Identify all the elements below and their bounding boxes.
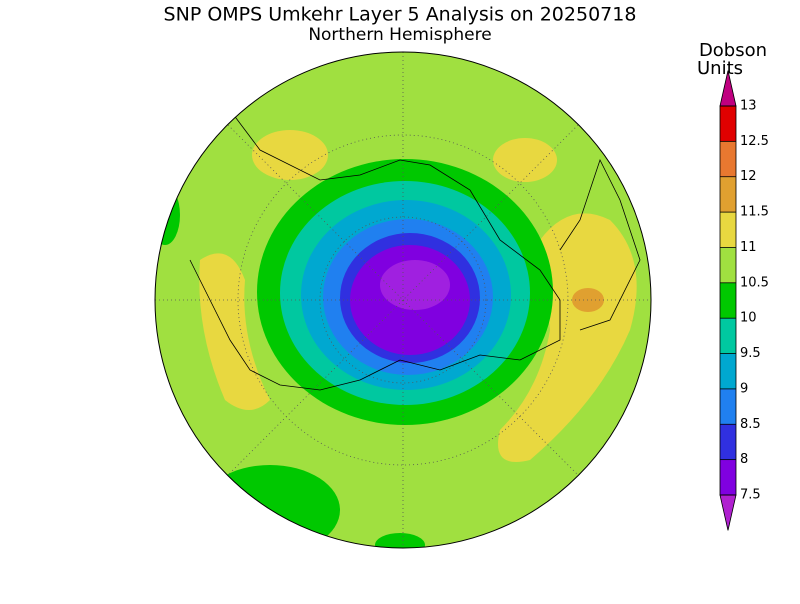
contour bbox=[498, 213, 637, 462]
longitude-line bbox=[227, 124, 579, 476]
colorbar-band bbox=[720, 424, 736, 460]
colorbar-tick-label: 8.5 bbox=[740, 417, 761, 432]
colorbar-tick-label: 11 bbox=[740, 240, 757, 255]
colorbar-band bbox=[720, 388, 736, 425]
colorbar-tick-label: 12 bbox=[740, 169, 757, 184]
colorbar-band bbox=[720, 353, 736, 389]
title: SNP OMPS Umkehr Layer 5 Analysis on 2025… bbox=[164, 4, 637, 26]
longitude-line bbox=[227, 124, 579, 476]
colorbar-tick-label: 12.5 bbox=[740, 134, 769, 149]
colorbar-label: Units bbox=[697, 58, 743, 79]
subtitle: Northern Hemisphere bbox=[308, 25, 491, 45]
colorbar-tick-label: 9 bbox=[740, 381, 748, 396]
colorbar-band bbox=[720, 318, 736, 354]
colorbar-band bbox=[720, 459, 736, 495]
colorbar-tick-label: 8 bbox=[740, 452, 748, 467]
colorbar: 7.5 8 8.5 9 9.5 10 10.5 11 11.5 12 12.5 13 bbox=[719, 70, 769, 531]
colorbar-band bbox=[720, 106, 736, 142]
map-border bbox=[154, 51, 652, 549]
coastline bbox=[189, 109, 561, 391]
colorbar-band bbox=[720, 141, 736, 177]
colorbar-band bbox=[720, 212, 736, 248]
colorbar-tick-label: 10 bbox=[740, 311, 757, 326]
colorbar-tick-label: 9.5 bbox=[740, 346, 761, 361]
coastline bbox=[559, 158, 641, 331]
colorbar-tick-label: 10.5 bbox=[740, 275, 769, 290]
colorbar-tick-label: 11.5 bbox=[740, 205, 769, 220]
contour bbox=[493, 138, 557, 182]
colorbar-band bbox=[720, 176, 736, 213]
colorbar-tick-label: 7.5 bbox=[740, 488, 761, 503]
contour bbox=[252, 130, 328, 180]
colorbar-tick-label: 13 bbox=[740, 99, 757, 114]
colorbar-band bbox=[720, 247, 736, 283]
contour bbox=[380, 260, 450, 310]
contour bbox=[375, 533, 425, 548]
colorbar-band bbox=[720, 282, 736, 319]
colorbar-label: Dobson bbox=[699, 40, 767, 61]
